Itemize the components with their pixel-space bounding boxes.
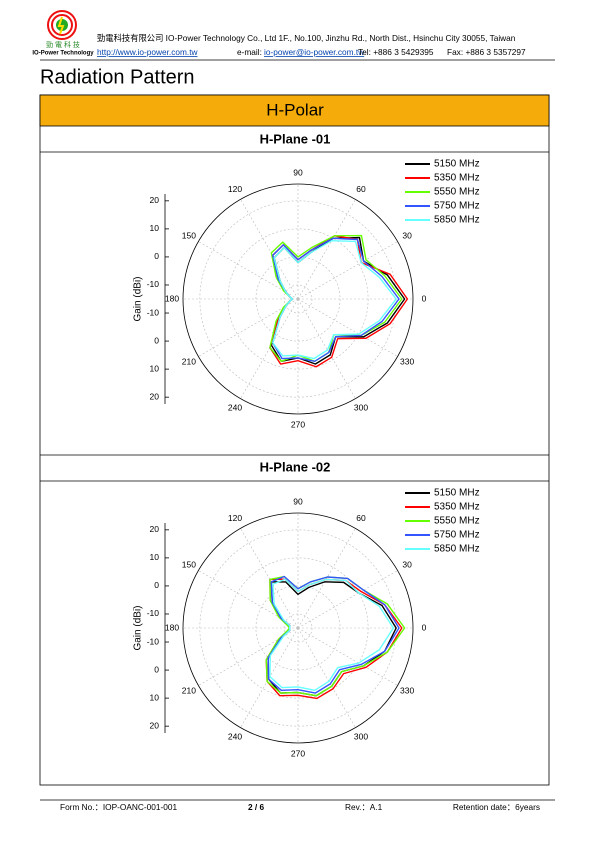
r-tick-label: -10 <box>147 279 160 289</box>
fax: Fax: +886 3 5357297 <box>447 47 526 57</box>
grid-spoke <box>297 627 356 728</box>
legend-label: 5750 MHz <box>434 201 480 212</box>
angle-label: 60 <box>356 184 366 194</box>
grid-spoke <box>198 570 299 629</box>
r-tick-label: 0 <box>154 335 159 345</box>
r-tick-label: 20 <box>150 391 160 401</box>
r-tick-label: 20 <box>150 524 160 534</box>
r-tick-label: -10 <box>147 608 160 618</box>
r-tick-label: 0 <box>154 664 159 674</box>
legend-label: 5150 MHz <box>434 488 480 499</box>
legend-label: 5850 MHz <box>434 544 480 555</box>
chart-title: H-Plane -01 <box>260 131 331 146</box>
pattern-line <box>269 578 395 692</box>
angle-label: 240 <box>228 731 242 741</box>
logo-en: IO-Power Technology <box>32 51 94 57</box>
logo <box>47 10 77 40</box>
tel: Tel: +886 3 5429395 <box>358 47 434 57</box>
email[interactable]: io-power@io-power.com.tw <box>264 47 365 57</box>
section-band <box>39 94 550 127</box>
angle-label: 210 <box>182 685 196 695</box>
angle-label: 210 <box>182 356 196 366</box>
outer-ring <box>182 183 414 415</box>
email-label: e-mail: <box>237 47 262 57</box>
grid-spoke <box>297 298 356 399</box>
legend-label: 5850 MHz <box>434 215 480 226</box>
angle-label: 180 <box>165 293 179 303</box>
legend-label: 5150 MHz <box>434 159 480 170</box>
angle-label: 120 <box>228 513 242 523</box>
angle-label: 120 <box>228 184 242 194</box>
legend-label: 5750 MHz <box>434 530 480 541</box>
angle-label: 30 <box>402 559 412 569</box>
pattern-line <box>272 240 397 360</box>
angle-label: 300 <box>354 402 368 412</box>
legend-label: 5550 MHz <box>434 516 480 527</box>
angle-label: 150 <box>182 230 196 240</box>
page-no: 2 / 6 <box>248 802 265 812</box>
grid-spoke <box>297 241 398 300</box>
grid-ring <box>227 557 369 699</box>
r-tick-label: -10 <box>147 307 160 317</box>
grid-ring <box>227 228 369 370</box>
grid-spoke <box>297 528 356 629</box>
grid-spoke <box>198 627 299 686</box>
grid-ring <box>283 284 313 314</box>
legend-label: 5350 MHz <box>434 173 480 184</box>
angle-label: 270 <box>291 748 305 758</box>
grid-spoke <box>198 241 299 300</box>
angle-label: 0 <box>422 622 427 632</box>
revision: Rev.：A.1 <box>345 802 383 812</box>
grid-ring <box>255 585 341 671</box>
grid-spoke <box>240 627 299 728</box>
grid-spoke <box>297 627 398 686</box>
r-tick-label: 20 <box>150 720 160 730</box>
grid-ring <box>283 613 313 643</box>
form-no: Form No.：IOP-OANC-001-001 <box>60 802 177 812</box>
grid-spoke <box>240 199 299 300</box>
title: Radiation Pattern <box>40 66 195 88</box>
angle-label: 240 <box>228 402 242 412</box>
angle-label: 150 <box>182 559 196 569</box>
angle-label: 30 <box>402 230 412 240</box>
angle-label: 90 <box>293 167 303 177</box>
grid-spoke <box>240 298 299 399</box>
r-tick-label: 0 <box>154 580 159 590</box>
section-title: H-Polar <box>266 100 324 119</box>
grid-spoke <box>240 528 299 629</box>
retention: Retention date：6years <box>453 802 540 812</box>
angle-label: 330 <box>400 685 414 695</box>
r-tick-label: 0 <box>154 251 159 261</box>
url[interactable]: http://www.io-power.com.tw <box>97 47 199 57</box>
angle-label: 180 <box>165 622 179 632</box>
angle-label: 90 <box>293 496 303 506</box>
legend-label: 5350 MHz <box>434 502 480 513</box>
outer-ring <box>182 512 414 744</box>
angle-label: 0 <box>422 293 427 303</box>
r-tick-label: -10 <box>147 636 160 646</box>
r-tick-label: 10 <box>150 692 160 702</box>
r-axis-label: Gain (dBi) <box>133 276 144 321</box>
angle-label: 270 <box>291 419 305 429</box>
r-tick-label: 10 <box>150 552 160 562</box>
r-tick-label: 20 <box>150 195 160 205</box>
r-tick-label: 10 <box>150 223 160 233</box>
logo-cn: 勁 電 科 技 <box>46 40 80 49</box>
grid-spoke <box>297 298 398 357</box>
grid-spoke <box>297 199 356 300</box>
chart-title: H-Plane -02 <box>260 459 331 474</box>
company: 勁電科技有限公司 IO-Power Technology Co., Ltd 1F… <box>97 33 516 43</box>
angle-label: 300 <box>354 731 368 741</box>
r-axis-label: Gain (dBi) <box>133 605 144 650</box>
grid-spoke <box>297 570 398 629</box>
angle-label: 60 <box>356 513 366 523</box>
r-tick-label: 10 <box>150 363 160 373</box>
legend-label: 5550 MHz <box>434 187 480 198</box>
grid-spoke <box>198 298 299 357</box>
angle-label: 330 <box>400 356 414 366</box>
